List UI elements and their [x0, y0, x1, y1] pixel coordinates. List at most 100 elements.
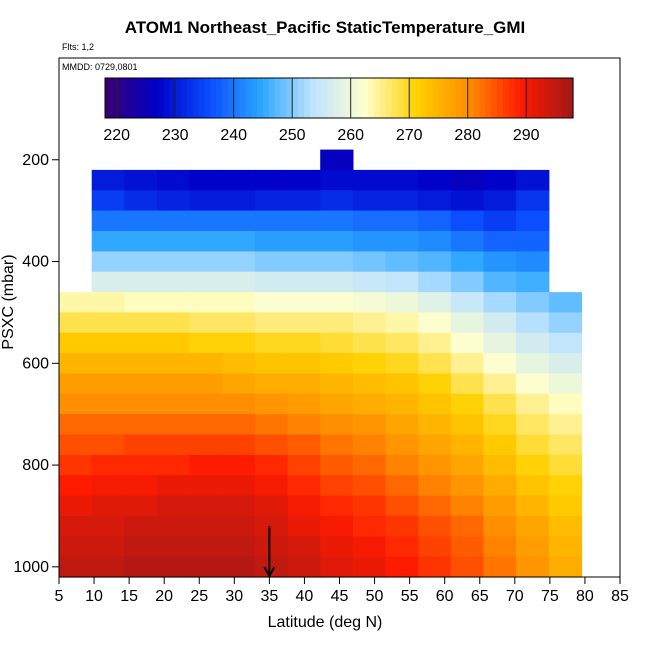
heatmap-cell: [287, 475, 321, 497]
heatmap-cell: [189, 556, 223, 578]
heatmap-cell: [483, 271, 517, 293]
heatmap-cell: [189, 373, 223, 395]
heatmap-cell: [157, 271, 191, 293]
heatmap-cell: [548, 393, 583, 415]
heatmap-cell: [157, 475, 191, 497]
heatmap-cell: [385, 332, 419, 354]
heatmap-cell: [254, 210, 289, 232]
colorbar-tick-label: 260: [337, 127, 364, 144]
heatmap-cell: [483, 312, 517, 334]
heatmap-cell: [91, 515, 125, 537]
heatmap-cell: [418, 190, 452, 212]
heatmap-cell: [59, 515, 93, 537]
flights-annotation: Flts: 1,2: [62, 42, 95, 52]
colorbar-segment: [543, 78, 551, 118]
heatmap-cell: [320, 190, 354, 212]
heatmap-cell: [418, 210, 452, 232]
heatmap-cell: [287, 169, 321, 191]
heatmap-cell: [483, 332, 517, 354]
colorbar-segment: [315, 78, 322, 118]
heatmap-cell: [516, 251, 550, 273]
heatmap-cell: [385, 271, 419, 293]
heatmap-cell: [483, 169, 517, 191]
heatmap-cell: [254, 373, 289, 395]
heatmap-cell: [483, 434, 517, 456]
heatmap-cell: [254, 332, 289, 354]
heatmap-cell: [287, 434, 321, 456]
heatmap-cell: [516, 414, 550, 436]
heatmap-cell: [516, 434, 550, 456]
heatmap-cell: [189, 393, 223, 415]
colorbar-segment: [485, 78, 492, 118]
heatmap-cell: [189, 475, 223, 497]
heatmap-cell: [548, 515, 583, 537]
heatmap-cell: [222, 190, 256, 212]
heatmap-cell: [450, 169, 485, 191]
heatmap-cell: [59, 353, 93, 375]
heatmap-cell: [222, 475, 256, 497]
colorbar-segment: [268, 78, 276, 118]
heatmap-cell: [516, 312, 550, 334]
colorbar-segment: [391, 78, 399, 118]
heatmap-cell: [157, 210, 191, 232]
heatmap-cell: [254, 414, 289, 436]
heatmap-cell: [254, 231, 289, 252]
heatmap-cell: [189, 515, 223, 537]
heatmap-cell: [548, 556, 583, 578]
colorbar-frame: [104, 77, 574, 119]
colorbar-segment: [303, 78, 311, 118]
x-tick-label: 15: [120, 588, 138, 605]
colorbar-segment: [105, 78, 112, 118]
heatmap-cell: [320, 454, 354, 476]
x-tick-label: 50: [366, 588, 384, 605]
colorbar-segment: [128, 78, 135, 118]
heatmap-cell: [124, 515, 158, 537]
heatmap-cell: [418, 231, 452, 252]
x-tick-label: 85: [611, 588, 629, 605]
colorbar-segment: [245, 78, 252, 118]
x-tick-label: 70: [506, 588, 524, 605]
heatmap-cell: [287, 414, 321, 436]
heatmap-cell: [91, 169, 125, 191]
heatmap-cell: [189, 190, 223, 212]
heatmap-cell: [254, 495, 289, 517]
colorbar-segment: [561, 78, 568, 118]
heatmap-cell: [516, 393, 550, 415]
colorbar-segment: [145, 78, 153, 118]
colorbar-segment: [362, 78, 369, 118]
heatmap-cell: [385, 414, 419, 436]
heatmap-cell: [91, 373, 125, 395]
heatmap-cell: [320, 373, 354, 395]
x-tick-label: 75: [541, 588, 559, 605]
heatmap-cell: [124, 434, 158, 456]
heatmap-cell: [189, 169, 223, 191]
heatmap-cell: [548, 414, 583, 436]
heatmap-cell: [91, 393, 125, 415]
heatmap-cell: [516, 475, 550, 497]
heatmap-cell: [352, 332, 387, 354]
heatmap-cell: [450, 393, 485, 415]
heatmap-cell: [352, 454, 387, 476]
colorbar-segment: [444, 78, 451, 118]
x-tick-label: 5: [55, 588, 64, 605]
heatmap-cell: [450, 515, 485, 537]
colorbar-segment: [502, 78, 510, 118]
heatmap-cell: [320, 210, 354, 232]
heatmap-cell: [548, 373, 583, 395]
colorbar-segment: [473, 78, 480, 118]
x-tick-label: 35: [260, 588, 278, 605]
heatmap-cell: [516, 454, 550, 476]
colorbar-segment: [210, 78, 217, 118]
heatmap-cell: [222, 556, 256, 578]
heatmap-cell: [450, 475, 485, 497]
heatmap-cell: [385, 556, 419, 578]
heatmap-cell: [59, 332, 93, 354]
dates-annotation: MMDD: 0729,0801: [62, 62, 138, 72]
heatmap-cell: [450, 210, 485, 232]
colorbar-tick-label: 270: [396, 127, 423, 144]
heatmap-cell: [385, 210, 419, 232]
heatmap-cell: [157, 454, 191, 476]
heatmap-cell: [320, 149, 354, 171]
heatmap-cell: [418, 434, 452, 456]
